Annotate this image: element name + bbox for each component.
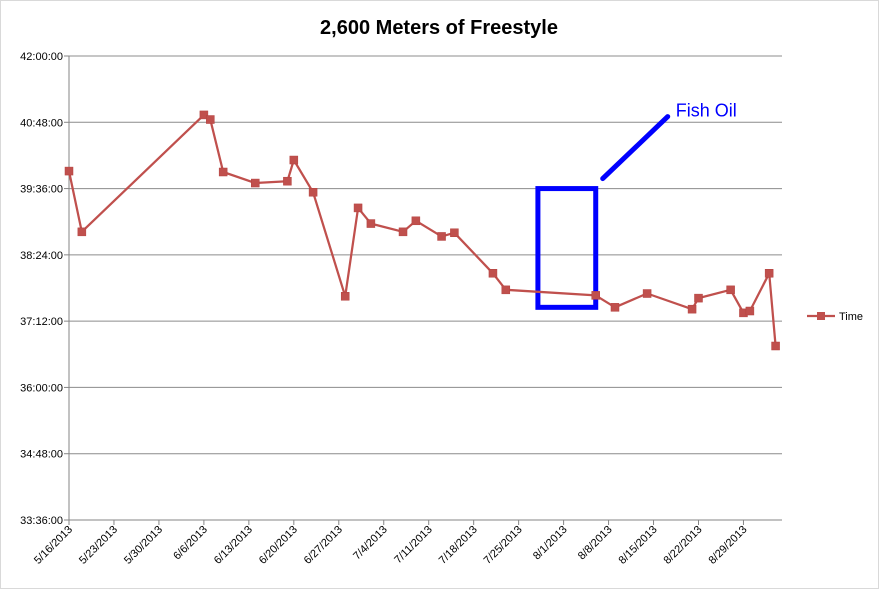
data-point	[398, 227, 408, 237]
legend: Time	[807, 311, 863, 323]
x-tick-label: 7/11/2013	[392, 524, 435, 567]
legend-marker	[817, 312, 825, 320]
x-tick-label: 8/8/2013	[576, 524, 615, 563]
x-tick-label: 6/20/2013	[257, 524, 300, 567]
y-tick-label: 40:48:00	[20, 117, 63, 129]
y-tick-label: 34:48:00	[20, 449, 63, 461]
data-point	[745, 306, 755, 316]
y-tick-label: 38:24:00	[20, 250, 63, 262]
x-tick-label: 7/4/2013	[351, 524, 390, 563]
data-point	[488, 269, 498, 278]
x-tick-label: 7/25/2013	[482, 524, 525, 567]
x-tick-label: 5/30/2013	[122, 524, 165, 567]
chart-title: 2,600 Meters of Freestyle	[320, 17, 558, 39]
x-tick-label: 7/18/2013	[437, 524, 480, 567]
x-tick-labels: 5/16/2013 5/23/2013 5/30/2013 6/6/2013 6/13/…	[32, 524, 750, 567]
y-tick-labels: 42:00:00 40:48:00 39:36:00 38:24:00 37:12:00…	[20, 51, 63, 527]
annotations: Fish Oil	[535, 101, 737, 310]
data-point	[694, 293, 703, 303]
data-point	[218, 167, 228, 177]
series	[64, 110, 780, 351]
data-point	[726, 285, 735, 295]
data-point	[764, 269, 774, 278]
data-point	[591, 291, 600, 300]
x-tick-label: 8/15/2013	[617, 524, 660, 567]
data-point	[411, 216, 421, 226]
data-point	[283, 176, 292, 186]
x-tick-label: 6/6/2013	[171, 524, 210, 563]
data-point	[251, 178, 260, 188]
x-tick-label: 5/23/2013	[77, 524, 120, 567]
x-tick-label: 6/27/2013	[302, 524, 345, 567]
y-tick-label: 36:00:00	[20, 382, 63, 394]
data-point	[450, 228, 459, 238]
gridlines	[69, 55, 782, 455]
data-point	[771, 341, 780, 351]
fish-oil-pointer	[600, 114, 671, 182]
data-point	[642, 289, 652, 298]
series-line-time	[67, 113, 777, 347]
y-tick-label: 37:12:00	[20, 316, 63, 328]
data-point	[437, 232, 446, 241]
data-point	[610, 303, 620, 312]
y-tick-label: 42:00:00	[20, 51, 63, 63]
data-point	[308, 188, 318, 197]
data-point	[77, 227, 87, 237]
data-point	[199, 110, 209, 120]
legend-label: Time	[839, 311, 863, 323]
y-tick-label: 39:36:00	[20, 184, 63, 196]
x-tick-label: 5/16/2013	[32, 524, 75, 567]
data-point	[366, 219, 376, 228]
data-point	[64, 166, 74, 176]
x-tick-label: 8/22/2013	[662, 524, 705, 567]
x-tick-label: 6/13/2013	[212, 524, 255, 567]
data-point	[687, 304, 697, 314]
x-tick-label: 8/1/2013	[531, 524, 570, 563]
data-point	[340, 292, 350, 301]
data-point	[353, 203, 363, 213]
data-point	[289, 155, 299, 165]
data-point	[206, 115, 215, 124]
fish-oil-box	[535, 186, 599, 310]
data-point	[501, 285, 511, 295]
y-tick-label: 33:36:00	[20, 515, 63, 527]
fish-oil-label: Fish Oil	[676, 101, 737, 121]
x-tick-label: 8/29/2013	[706, 524, 749, 567]
axes	[64, 55, 782, 525]
